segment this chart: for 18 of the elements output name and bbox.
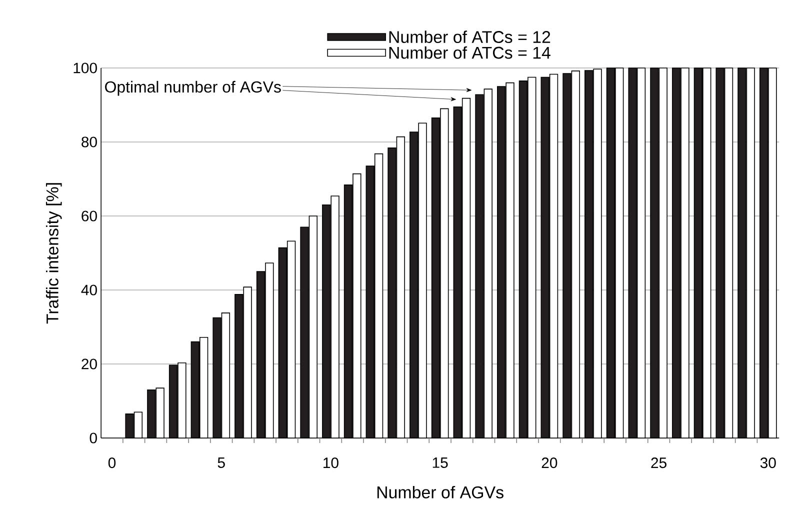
y-tick-label: 20	[82, 358, 97, 370]
x-tick-label: 10	[324, 458, 338, 468]
x-tick-label: 25	[651, 458, 666, 468]
annotation: Optimal number of AGVs	[105, 80, 281, 96]
y-tick-label: 0	[90, 432, 97, 444]
x-tick-label: 30	[760, 458, 776, 468]
legend-label: Number of ATCs = 14	[389, 46, 550, 59]
legend-label: Number of ATCs = 12	[389, 30, 550, 44]
y-tick-label: 40	[81, 284, 97, 296]
y-tick-label: 80	[82, 136, 97, 148]
x-axis-title: Number of AGVs	[377, 486, 504, 498]
x-tick-label: 5	[218, 458, 225, 468]
x-tick-label: 0	[108, 458, 116, 468]
y-axis-title: Traffic intensity [%]	[46, 183, 62, 324]
x-tick-label: 20	[542, 458, 558, 468]
y-tick-label: 60	[82, 210, 97, 222]
y-tick-label: 100	[74, 62, 97, 74]
x-tick-label: 15	[432, 458, 448, 468]
